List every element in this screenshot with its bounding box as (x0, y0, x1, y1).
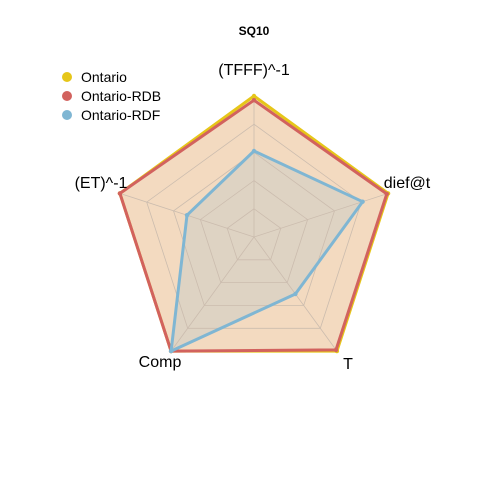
legend-label-ontario-rdf: Ontario-RDF (81, 107, 160, 123)
legend: Ontario Ontario-RDB Ontario-RDF (62, 69, 161, 123)
legend-label-ontario-rdb: Ontario-RDB (81, 88, 161, 104)
series-2-point-2 (293, 292, 297, 296)
axis-label-tfff-inverse: (TFFF)^-1 (218, 62, 290, 79)
legend-marker-ontario-rdb (62, 91, 72, 101)
chart-title: SQ10 (239, 24, 270, 38)
axis-label-et-inverse: (ET)^-1 (75, 175, 128, 192)
series-2-point-0 (252, 149, 256, 153)
legend-marker-ontario-rdf (62, 110, 72, 120)
series-1-point-0 (252, 98, 256, 102)
series-1-point-1 (385, 192, 389, 196)
axis-label-comp: Comp (139, 354, 182, 371)
series-2-point-4 (185, 213, 189, 217)
series-1-point-2 (334, 348, 338, 352)
series-2-point-3 (169, 349, 173, 353)
legend-marker-ontario (62, 72, 72, 82)
series-0-point-0 (252, 94, 256, 98)
axis-label-t: T (343, 356, 353, 373)
series-2-point-1 (360, 200, 364, 204)
axis-label-dief-at-t: dief@t (384, 175, 431, 192)
legend-label-ontario: Ontario (81, 69, 127, 85)
